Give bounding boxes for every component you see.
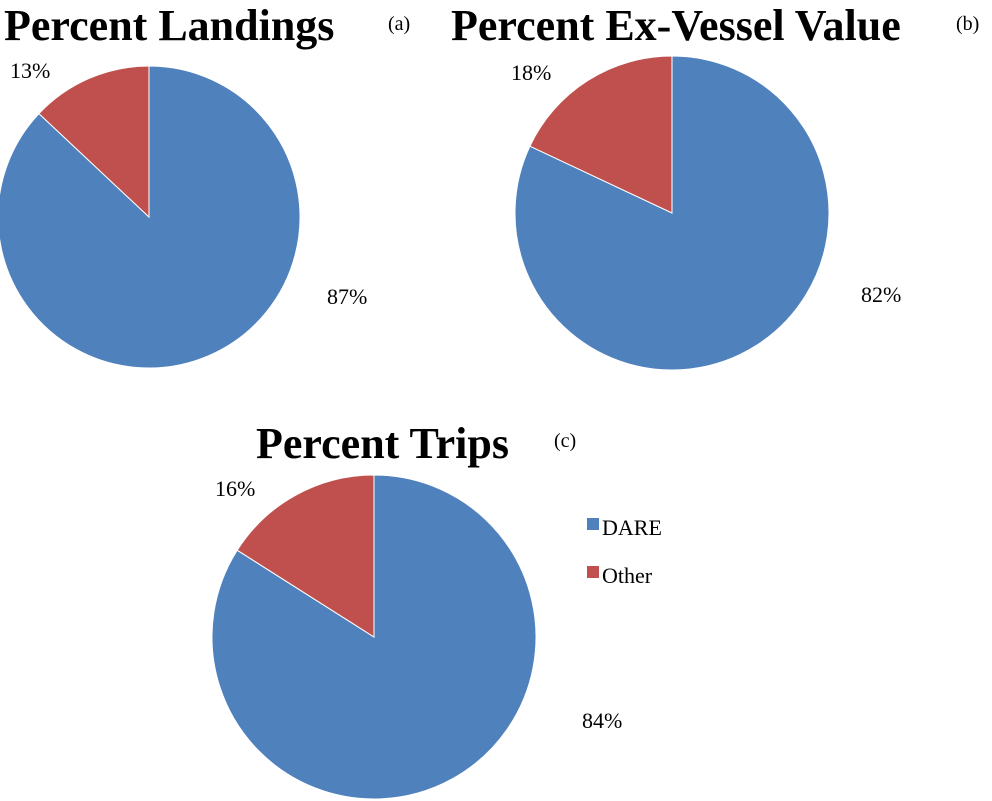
chart-a-pie [0,65,301,369]
chart-c-other-label: 16% [215,476,255,501]
chart-a-slice-dare [0,65,301,369]
chart-c-title: Percent Trips [256,419,509,468]
chart-a-title: Percent Landings [4,1,334,50]
legend-label-other: Other [602,563,653,588]
legend-label-dare: DARE [602,515,662,540]
chart-a-other-label: 13% [10,58,50,83]
chart-b-title: Percent Ex-Vessel Value [451,1,901,50]
legend: DARE Other [587,515,662,588]
chart-c-dare-label: 84% [582,708,622,733]
chart-b: Percent Ex-Vessel Value (b) 18% 82% [451,1,979,371]
chart-a: Percent Landings (a) 13% 87% [0,1,410,369]
chart-b-pie [514,55,830,371]
legend-swatch-other [587,566,599,578]
chart-c: Percent Trips (c) 16% 84% [211,419,622,800]
chart-a-slice-other [38,65,150,219]
chart-b-slice-other [529,55,673,214]
chart-c-pie [211,474,537,800]
chart-a-panel-tag: (a) [388,13,410,35]
chart-c-panel-tag: (c) [554,430,576,452]
legend-swatch-dare [587,518,599,530]
chart-b-dare-label: 82% [861,282,901,307]
chart-c-slice-other [236,474,375,638]
chart-a-dare-label: 87% [327,284,367,309]
chart-b-other-label: 18% [511,60,551,85]
chart-b-panel-tag: (b) [956,13,979,35]
